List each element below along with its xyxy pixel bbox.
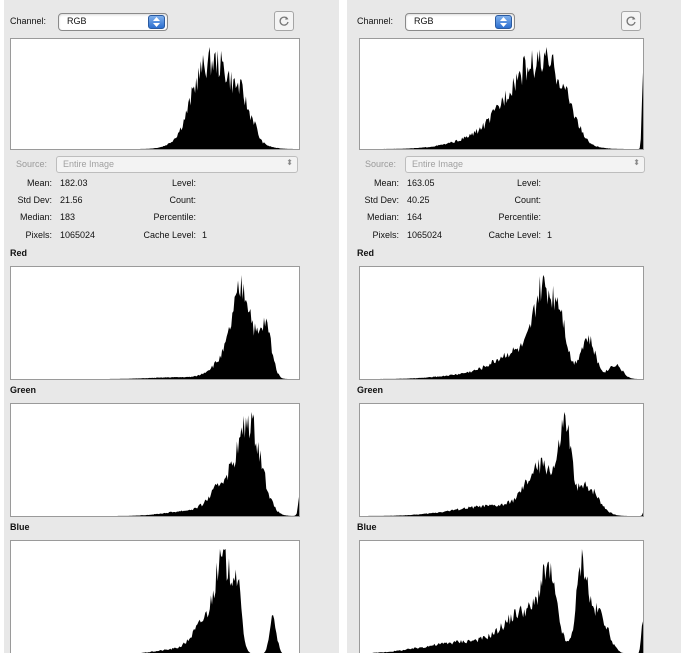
histogram-fill — [11, 47, 299, 149]
cache-level-value: 1 — [547, 230, 553, 240]
source-label: Source: — [16, 159, 48, 169]
source-select[interactable]: Entire Image ⬍ — [56, 156, 298, 173]
histogram-fill — [11, 275, 299, 379]
count-label: Count: — [514, 195, 541, 205]
histogram-composite — [10, 38, 300, 150]
mean-label: Mean: — [373, 178, 399, 188]
pixels-label: Pixels: — [25, 230, 52, 240]
percentile-label: Percentile: — [498, 212, 541, 222]
up-down-arrows-icon: ⬍ — [286, 158, 293, 167]
red-channel-label: Red — [10, 248, 28, 258]
stddev-label: Std Dev: — [364, 195, 399, 205]
median-label: Median: — [19, 212, 52, 222]
mean-value: 163.05 — [407, 178, 435, 188]
source-value: Entire Image — [63, 159, 115, 169]
histogram-panel-right: Channel: RGB Source: Entire Image ⬍ Mean… — [347, 0, 681, 653]
histogram-fill — [11, 412, 299, 516]
mean-label: Mean: — [26, 178, 52, 188]
stddev-label: Std Dev: — [17, 195, 52, 205]
channel-label: Channel: — [357, 16, 394, 26]
blue-channel-label: Blue — [10, 522, 30, 532]
panel-divider — [339, 0, 347, 653]
histogram-green — [359, 403, 644, 517]
histogram-fill — [140, 549, 283, 653]
histogram-composite-graph — [360, 47, 643, 149]
up-down-arrows-icon: ⬍ — [633, 158, 640, 167]
histogram-green — [10, 403, 300, 517]
green-channel-label: Green — [357, 385, 384, 395]
refresh-icon — [626, 16, 636, 26]
histogram-fill — [360, 275, 643, 379]
histogram-blue-graph — [372, 549, 643, 653]
level-label: Level: — [171, 178, 196, 188]
percentile-label: Percentile: — [153, 212, 196, 222]
pixels-value: 1065024 — [60, 230, 96, 240]
channel-value: RGB — [67, 16, 87, 26]
channel-label: Channel: — [10, 16, 47, 26]
cache-level-label: Cache Level: — [143, 230, 196, 240]
pixels-value: 1065024 — [407, 230, 443, 240]
refresh-button[interactable] — [274, 11, 294, 31]
histogram-red — [10, 266, 300, 380]
source-label: Source: — [365, 159, 397, 169]
stddev-value: 21.56 — [60, 195, 83, 205]
histogram-blue — [359, 540, 644, 653]
histogram-blue-graph — [140, 549, 283, 653]
green-channel-label: Green — [10, 385, 37, 395]
up-down-arrows-icon — [148, 15, 165, 29]
refresh-button[interactable] — [621, 11, 641, 31]
histogram-fill — [360, 412, 643, 516]
median-value: 183 — [60, 212, 76, 222]
histogram-red-graph — [11, 275, 299, 379]
histogram-composite — [359, 38, 644, 150]
mean-value: 182.03 — [60, 178, 88, 188]
cache-level-value: 1 — [202, 230, 208, 240]
channel-select[interactable]: RGB — [58, 13, 168, 31]
level-label: Level: — [516, 178, 541, 188]
channel-value: RGB — [414, 16, 434, 26]
up-down-arrows-icon — [495, 15, 512, 29]
median-label: Median: — [366, 212, 399, 222]
histogram-green-graph — [11, 412, 299, 516]
histogram-blue — [10, 540, 300, 653]
histogram-red — [359, 266, 644, 380]
pixels-label: Pixels: — [372, 230, 399, 240]
median-value: 164 — [407, 212, 423, 222]
stddev-value: 40.25 — [407, 195, 430, 205]
channel-select[interactable]: RGB — [405, 13, 515, 31]
source-value: Entire Image — [412, 159, 464, 169]
refresh-icon — [279, 16, 289, 26]
cache-level-label: Cache Level: — [488, 230, 541, 240]
count-label: Count: — [169, 195, 196, 205]
histogram-panel-left: Channel: RGB Source: Entire Image ⬍ Mean… — [4, 0, 339, 653]
source-select[interactable]: Entire Image ⬍ — [405, 156, 645, 173]
histogram-composite-graph — [11, 47, 299, 149]
red-channel-label: Red — [357, 248, 375, 258]
histogram-green-graph — [360, 412, 643, 516]
histogram-fill — [360, 47, 643, 149]
histogram-fill — [372, 549, 643, 653]
histogram-red-graph — [360, 275, 643, 379]
blue-channel-label: Blue — [357, 522, 377, 532]
